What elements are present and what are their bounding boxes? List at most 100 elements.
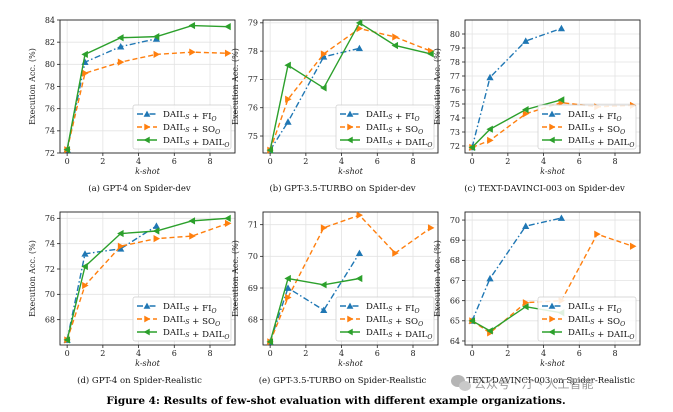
y-axis-label: Execution Acc. (%) [28,48,37,125]
data-point [117,34,124,42]
data-point [266,338,274,346]
series-line [269,21,432,151]
legend-swatch-marker [347,315,354,323]
x-tick-label: 2 [100,157,105,166]
x-tick-label: 4 [136,349,141,358]
plot-frame [464,211,641,346]
y-tick-label: 72 [450,142,460,151]
data-point [224,23,231,31]
x-tick-label: 6 [577,349,582,358]
data-point [522,222,530,229]
y-tick-label: 72 [45,149,55,158]
legend-swatch-marker [549,123,556,131]
data-point [82,69,89,77]
data-point [285,293,292,302]
legend-swatch-marker [346,136,353,144]
data-point [63,336,71,344]
data-point [117,43,125,50]
data-point [486,327,493,335]
y-tick-label: 74 [45,127,55,136]
data-point [355,274,363,283]
x-tick-label: 0 [470,157,475,166]
data-point [427,224,435,232]
series-line [269,252,361,343]
x-tick-label: 0 [268,349,273,358]
x-tick-label: 0 [268,157,273,166]
series-line [269,214,432,343]
y-tick-label: 68 [45,315,55,324]
data-point [82,281,89,290]
x-tick-label: 6 [375,157,380,166]
data-point [189,232,196,240]
series-line [66,217,228,341]
panel-caption: (d) GPT-4 on Spider-Realistic [77,375,202,386]
series-line [269,277,360,343]
data-point [152,222,161,229]
x-tick-label: 2 [100,349,105,358]
y-tick-label: 82 [45,38,55,47]
data-point [486,73,494,81]
data-point [392,249,399,257]
y-tick-label: 65 [450,317,460,326]
x-axis-label: k-shot [338,359,363,368]
data-point [320,306,328,314]
y-tick-label: 78 [248,47,258,56]
y-tick-label: 71 [248,220,258,229]
legend-swatch-marker [143,328,150,336]
series-line [269,47,360,151]
legend-label: DAILS + DAILO [568,328,634,341]
legend-swatch-marker [549,315,556,323]
x-tick-label: 2 [303,349,308,358]
data-point [188,217,196,225]
y-tick-label: 70 [248,252,258,261]
x-axis-label: k-shot [135,359,160,368]
x-tick-label: 0 [65,349,70,358]
panel-caption: (a) GPT-4 on Spider-dev [88,183,191,194]
x-tick-label: 4 [339,349,344,358]
series-line [471,217,562,322]
data-point [427,50,434,58]
y-tick-label: 66 [450,296,460,305]
x-tick-label: 4 [339,157,344,166]
data-point [557,24,566,32]
data-point [81,250,89,257]
data-point [224,49,232,57]
legend-label: DAILS + FIO [163,110,217,123]
y-tick-label: 64 [450,337,460,346]
x-axis-label: k-shot [338,167,363,176]
y-tick-label: 79 [248,19,258,28]
data-point [356,211,364,219]
series-line [269,27,432,151]
data-point [152,227,160,235]
legend-box [537,104,637,150]
data-point [284,118,292,125]
legend-label: DAILS + DAILO [163,136,229,149]
data-point [117,242,125,250]
series-line [471,27,562,148]
y-tick-label: 76 [45,214,55,223]
y-tick-label: 74 [45,239,55,248]
series-line [66,222,229,341]
panel-caption: (f) TEXT-DAVINCI-003 on Spider-Realistic [454,375,635,386]
legend-box [132,296,232,342]
y-tick-label: 69 [248,284,258,293]
data-point [468,317,476,325]
x-tick-label: 8 [410,157,415,166]
legend-swatch-marker [548,110,556,117]
legend-label: DAILS + FIO [568,110,622,123]
x-tick-label: 2 [505,157,510,166]
legend-swatch-marker [346,328,353,336]
x-tick-label: 6 [577,157,582,166]
data-point [284,61,291,69]
y-tick-label: 76 [450,86,460,95]
data-point [355,44,364,52]
data-point [285,95,292,103]
y-axis-label: Execution Acc. (%) [28,240,37,317]
legend-label: DAILS + FIO [366,110,420,123]
